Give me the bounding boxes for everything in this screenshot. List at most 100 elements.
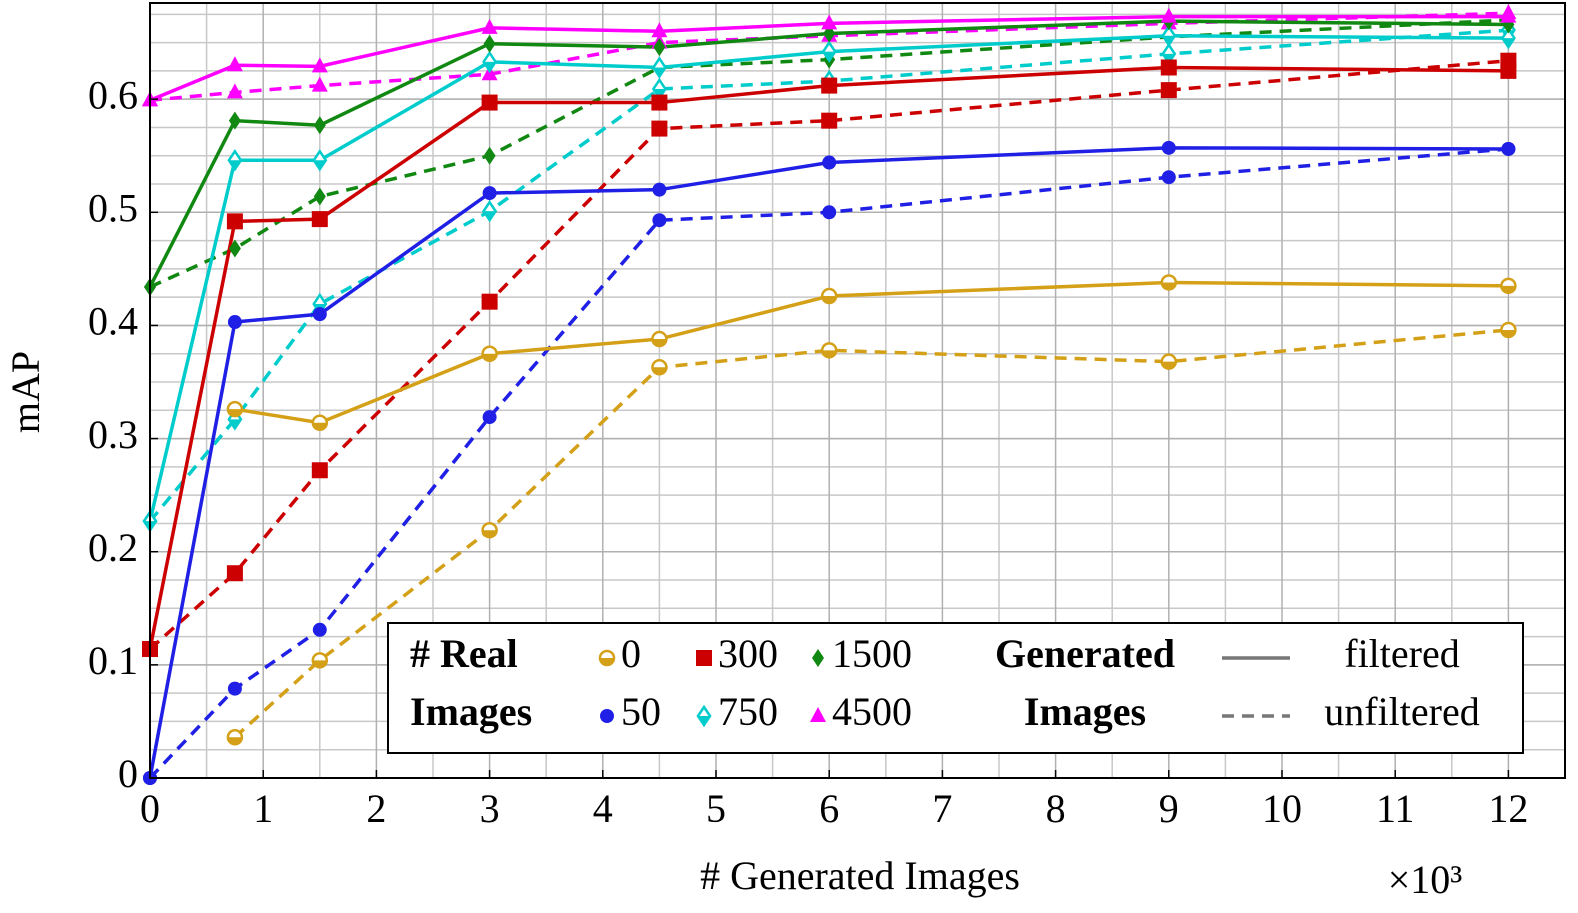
marker [822,155,837,170]
x-tick-label: 5 [706,786,726,831]
marker [483,34,496,53]
marker-shape [1162,35,1175,45]
marker [1160,274,1178,291]
marker [226,400,244,418]
marker [312,149,328,172]
marker [821,112,838,129]
marker [652,213,667,228]
marker [227,681,242,696]
legend-title: Generated [995,631,1175,676]
marker-shape [312,307,327,322]
filtered-line [148,19,1509,288]
marker-shape [1160,59,1177,76]
plot-frame [149,2,1566,779]
legend-title: Images [1024,689,1146,734]
legend-title: # Real [410,631,518,676]
marker-shape [653,67,666,77]
marker [311,76,328,92]
x-axis-label: # Generated Images [700,853,1020,898]
marker [1160,7,1177,23]
marker-shape [1501,285,1516,293]
marker-shape [226,565,243,582]
marker-shape [821,77,838,94]
marker [226,56,243,72]
marker-shape [823,24,836,43]
filtered-line [149,14,1509,102]
marker-shape [1161,170,1176,185]
marker-shape [228,239,241,258]
marker-shape [312,660,327,668]
x-tick-label: 6 [819,786,839,831]
marker [482,199,498,223]
marker-shape [652,182,667,197]
marker-shape [481,293,498,310]
filtered-line [148,65,1509,650]
marker [651,120,668,137]
marker-shape [482,186,497,201]
legend-label: 0 [621,631,641,676]
marker [1160,353,1178,370]
marker [313,187,326,206]
marker-shape [1160,7,1177,23]
marker-shape [313,160,326,170]
marker [483,146,496,165]
legend: # Real Images Generated Images 0 50 300 750… [387,622,1524,754]
marker [820,342,838,359]
marker-shape [481,94,498,111]
marker-shape [823,51,836,61]
marker [311,652,329,669]
marker [1161,140,1176,155]
marker [481,94,498,111]
legend-title: Images [410,689,532,734]
x-tick-label: 2 [366,786,386,831]
marker [482,50,498,74]
marker-shape [227,409,242,417]
marker-shape [1162,53,1175,63]
marker [313,116,326,135]
marker [228,239,241,258]
marker [311,462,328,479]
legend-label: 300 [718,631,778,676]
marker [226,213,243,230]
marker-shape [1161,140,1176,155]
marker [652,182,667,197]
marker [600,709,614,723]
unfiltered-line [148,147,1509,780]
marker [311,57,328,73]
marker-shape [311,57,328,73]
marker-shape [652,339,667,347]
y-tick-label: 0.3 [88,412,138,457]
x-tick-label: 4 [593,786,613,831]
marker-shape [312,622,327,637]
marker [1500,26,1516,50]
marker-shape [226,83,243,99]
marker [1161,170,1176,185]
marker-shape [1501,141,1516,156]
y-tick-label: 0.5 [88,185,138,230]
marker-shape [227,681,242,696]
marker-shape [1502,38,1515,48]
y-tick-label: 0.6 [88,72,138,117]
marker [482,410,497,425]
marker [226,565,243,582]
marker [651,94,668,111]
marker-shape [228,419,241,429]
marker-shape [227,737,242,745]
marker-shape [652,367,667,375]
marker-shape [1161,361,1176,369]
legend-label: 1500 [832,631,912,676]
marker-shape [483,146,496,165]
marker [226,83,243,99]
marker-shape [822,155,837,170]
marker [810,707,826,722]
legend-label: 750 [718,689,778,734]
marker-shape [810,707,826,722]
legend-label: filtered [1344,631,1460,676]
marker-shape [313,116,326,135]
marker-shape [1501,329,1516,337]
marker [1500,321,1517,339]
marker [821,14,838,30]
x-tick-label: 0 [140,786,160,831]
marker [228,111,241,130]
